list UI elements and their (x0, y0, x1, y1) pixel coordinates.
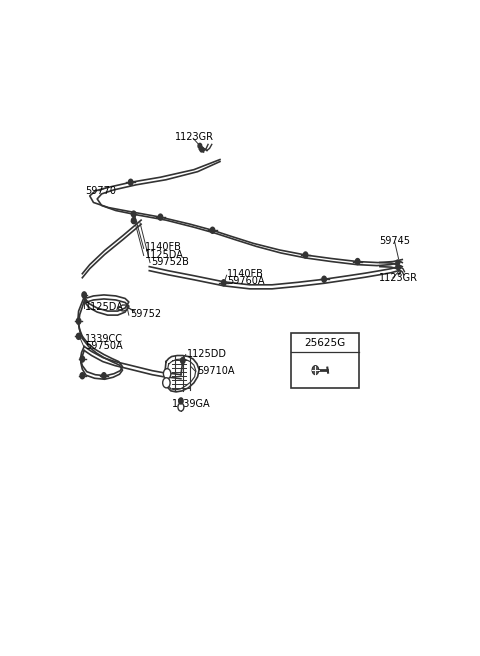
Circle shape (179, 398, 183, 404)
Text: 1123GR: 1123GR (175, 133, 214, 142)
Circle shape (129, 179, 133, 185)
Text: 59770: 59770 (85, 186, 116, 196)
Circle shape (132, 218, 136, 224)
Circle shape (163, 369, 171, 379)
Text: 25625G: 25625G (304, 338, 346, 348)
Circle shape (322, 276, 326, 282)
Circle shape (158, 214, 163, 220)
Text: 1125DA: 1125DA (85, 302, 124, 312)
Text: 1339GA: 1339GA (172, 399, 210, 409)
Text: 59745: 59745 (379, 236, 410, 247)
Text: 1140FB: 1140FB (145, 243, 182, 253)
Text: 59710A: 59710A (197, 365, 234, 376)
Circle shape (80, 373, 84, 379)
Circle shape (210, 227, 215, 234)
Text: 1140FB: 1140FB (228, 269, 264, 279)
Text: 1125DD: 1125DD (186, 348, 227, 359)
Circle shape (76, 318, 81, 324)
Circle shape (82, 292, 86, 298)
Text: 59760A: 59760A (228, 276, 265, 286)
Circle shape (355, 258, 360, 264)
Circle shape (312, 365, 319, 375)
Text: 59752B: 59752B (151, 256, 189, 266)
Text: 1123GR: 1123GR (379, 273, 418, 283)
Circle shape (396, 260, 400, 265)
Circle shape (163, 378, 170, 388)
Circle shape (80, 356, 84, 362)
Circle shape (303, 252, 308, 258)
Circle shape (178, 403, 184, 411)
Circle shape (180, 358, 185, 363)
Circle shape (221, 279, 226, 286)
Circle shape (396, 264, 400, 269)
Circle shape (132, 211, 136, 217)
Circle shape (102, 373, 106, 379)
Text: 59752: 59752 (130, 309, 161, 319)
Bar (290, 333, 360, 388)
Circle shape (200, 147, 204, 152)
Text: 59750A: 59750A (85, 341, 123, 352)
Text: 1339CC: 1339CC (85, 335, 123, 344)
Text: 1125DA: 1125DA (145, 249, 184, 260)
Circle shape (198, 144, 202, 148)
Circle shape (76, 333, 81, 339)
